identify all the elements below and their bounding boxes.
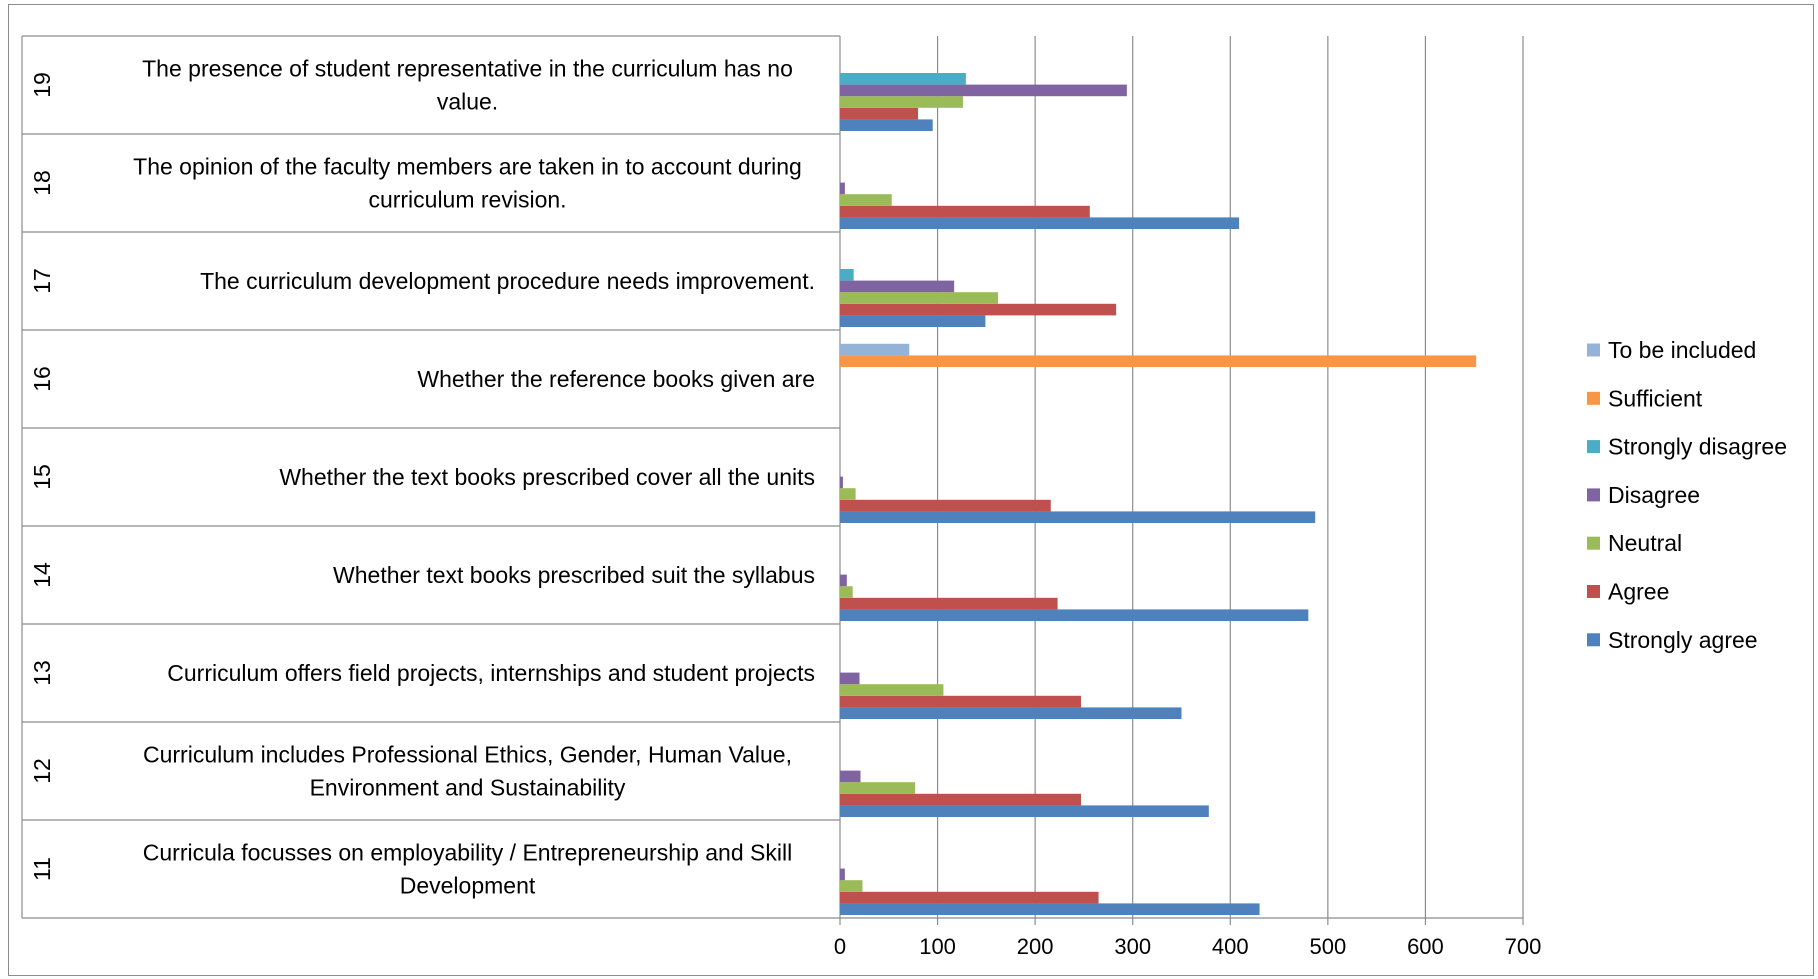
x-tick-label: 500 xyxy=(1309,934,1346,959)
bar xyxy=(840,194,892,206)
bar xyxy=(840,84,1127,97)
bar xyxy=(840,586,853,598)
bar xyxy=(840,119,933,131)
category-label: value. xyxy=(437,89,498,115)
category-label: Whether the text books prescribed cover … xyxy=(279,464,815,490)
legend-swatch xyxy=(1587,536,1600,550)
bar xyxy=(840,805,1209,817)
legend-swatch xyxy=(1587,633,1600,647)
bar xyxy=(840,868,845,881)
bar xyxy=(840,793,1082,806)
bar xyxy=(840,292,999,304)
bar xyxy=(840,315,986,327)
legend-label: Strongly disagree xyxy=(1608,434,1787,460)
bar xyxy=(840,269,854,281)
bar xyxy=(840,280,955,293)
legend-swatch xyxy=(1587,488,1600,502)
legend-label: Neutral xyxy=(1608,530,1682,556)
category-number: 13 xyxy=(29,660,55,686)
x-tick-label: 0 xyxy=(834,934,846,959)
bar xyxy=(840,476,843,489)
bar xyxy=(840,499,1051,512)
legend-swatch xyxy=(1587,343,1600,357)
x-tick-label: 400 xyxy=(1212,934,1249,959)
bar xyxy=(840,597,1058,610)
category-label: Development xyxy=(400,873,536,899)
bar xyxy=(840,707,1182,719)
category-label: The curriculum development procedure nee… xyxy=(200,268,815,294)
legend-label: Sufficient xyxy=(1608,385,1703,411)
bar xyxy=(840,770,861,783)
x-tick-label: 200 xyxy=(1017,934,1054,959)
legend-label: Agree xyxy=(1608,579,1669,605)
category-label: The presence of student representative i… xyxy=(142,56,793,82)
bar xyxy=(840,488,856,500)
category-label: Curricula focusses on employability / En… xyxy=(143,840,792,866)
bar xyxy=(840,891,1099,904)
bar xyxy=(840,73,966,85)
category-number: 11 xyxy=(29,857,55,881)
x-tick-label: 600 xyxy=(1407,934,1444,959)
bar xyxy=(840,684,944,696)
bar xyxy=(840,574,847,587)
category-number: 12 xyxy=(29,758,55,784)
bar xyxy=(840,355,1477,367)
legend-swatch xyxy=(1587,440,1600,454)
category-label: Whether text books prescribed suit the s… xyxy=(333,562,815,588)
category-label: Whether the reference books given are xyxy=(417,366,815,392)
bar xyxy=(840,672,860,685)
x-tick-label: 700 xyxy=(1505,934,1542,959)
category-label: The opinion of the faculty members are t… xyxy=(133,154,802,180)
chart-frame xyxy=(8,4,1814,976)
bar xyxy=(840,609,1309,621)
bar xyxy=(840,511,1316,523)
legend-label: Disagree xyxy=(1608,482,1700,508)
legend-swatch xyxy=(1587,585,1600,598)
bar xyxy=(840,343,910,356)
category-label: Environment and Sustainability xyxy=(310,775,626,801)
category-label: curriculum revision. xyxy=(368,187,566,213)
bar xyxy=(840,107,919,120)
bar xyxy=(840,303,1117,316)
bar xyxy=(840,205,1090,218)
legend-label: To be included xyxy=(1608,337,1756,363)
bar xyxy=(840,903,1260,915)
legend-label: Strongly agree xyxy=(1608,627,1758,653)
category-number: 18 xyxy=(29,170,55,196)
category-number: 14 xyxy=(29,562,55,588)
bar xyxy=(840,880,863,892)
x-tick-label: 300 xyxy=(1114,934,1151,959)
legend-swatch xyxy=(1587,391,1600,405)
bar xyxy=(840,96,963,108)
bar xyxy=(840,182,845,195)
category-number: 19 xyxy=(29,72,55,98)
bar xyxy=(840,217,1240,229)
category-number: 15 xyxy=(29,464,55,490)
category-label: Curriculum offers field projects, intern… xyxy=(167,660,815,686)
category-number: 17 xyxy=(29,268,55,294)
bar xyxy=(840,782,916,794)
category-label: Curriculum includes Professional Ethics,… xyxy=(143,742,792,768)
category-number: 16 xyxy=(29,366,55,392)
x-tick-label: 100 xyxy=(919,934,956,959)
bar xyxy=(840,695,1082,708)
